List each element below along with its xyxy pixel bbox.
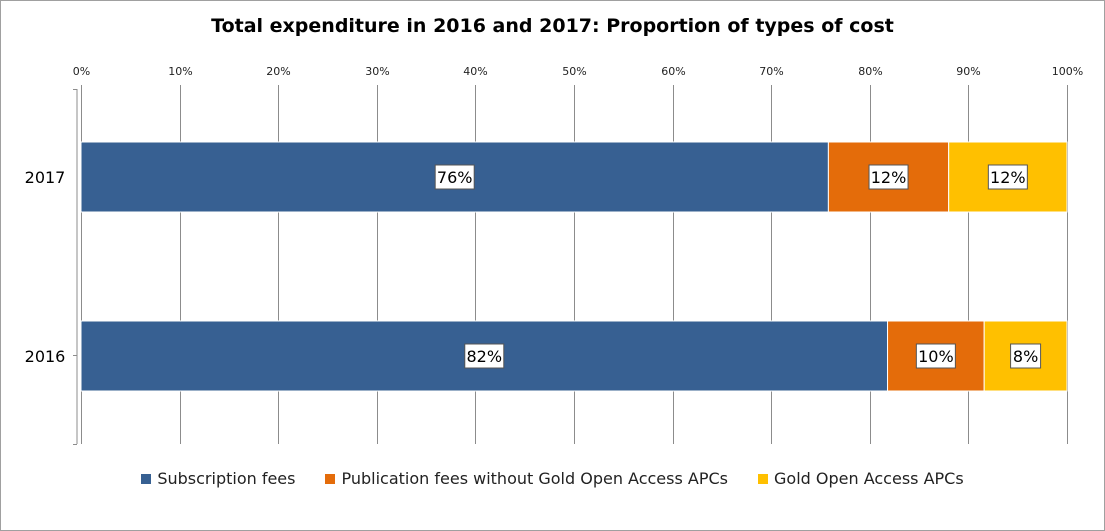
legend-swatch	[758, 473, 769, 484]
legend-label: Gold Open Access APCs	[774, 469, 964, 488]
x-tick-label: 40%	[463, 65, 487, 78]
legend-swatch	[325, 473, 336, 484]
data-label-box	[464, 343, 505, 369]
chart-title: Total expenditure in 2016 and 2017: Prop…	[211, 15, 894, 37]
data-label-box	[987, 164, 1028, 190]
x-tick-label: 70%	[759, 65, 783, 78]
chart-legend: Subscription fees Publication fees withou…	[1, 469, 1104, 488]
legend-item: Subscription fees	[141, 469, 295, 488]
legend-item: Publication fees without Gold Open Acces…	[325, 469, 728, 488]
x-tick-label: 60%	[661, 65, 685, 78]
legend-label: Subscription fees	[157, 469, 296, 488]
x-tick-label: 10%	[168, 65, 192, 78]
data-label-box	[1010, 343, 1042, 369]
legend-label: Publication fees without Gold Open Acces…	[341, 469, 729, 488]
data-label: 76%	[437, 168, 473, 187]
x-tick-label: 90%	[956, 65, 980, 78]
data-label-box	[868, 164, 909, 190]
legend-item: Gold Open Access APCs	[758, 469, 964, 488]
data-label: 12%	[871, 168, 907, 187]
data-label: 10%	[918, 347, 954, 366]
x-tick-label: 80%	[858, 65, 882, 78]
category-label: 2016	[25, 347, 66, 366]
x-tick-label: 20%	[266, 65, 290, 78]
x-tick-label: 30%	[365, 65, 389, 78]
legend-swatch	[141, 473, 152, 484]
x-tick-label: 50%	[562, 65, 586, 78]
data-label-box	[915, 343, 956, 369]
data-label: 12%	[990, 168, 1026, 187]
data-label-box	[434, 164, 475, 190]
category-label: 2017	[25, 168, 66, 187]
data-label: 82%	[466, 347, 502, 366]
x-tick-label: 0%	[73, 65, 90, 78]
bar-segment	[80, 320, 889, 392]
data-label: 8%	[1013, 347, 1038, 366]
x-tick-label: 100%	[1052, 65, 1083, 78]
